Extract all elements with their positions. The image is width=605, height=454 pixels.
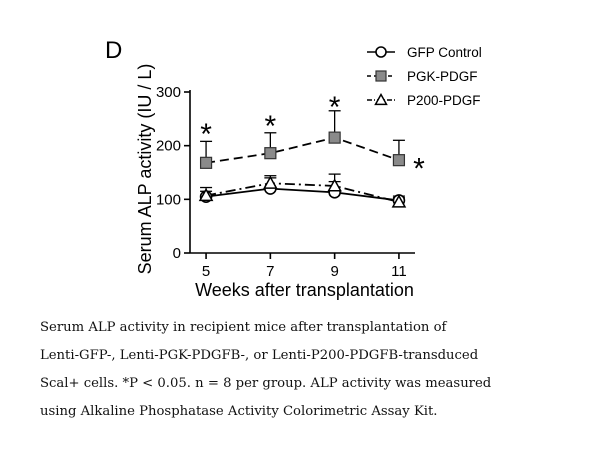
y-tick-label: 100 (156, 191, 181, 208)
figure-caption: Serum ALP activity in recipient mice aft… (40, 320, 492, 419)
significance-star: * (329, 91, 341, 124)
series-line (205, 187, 400, 202)
y-tick-label: 200 (156, 138, 181, 155)
x-tick-label: 11 (391, 263, 407, 280)
marker-triangle (327, 178, 342, 192)
marker-square (392, 154, 406, 167)
significance-star: * (200, 118, 212, 151)
marker-triangle (374, 92, 388, 106)
x-axis-title: Weeks after transplantation (195, 280, 414, 300)
legend-item: P200-PDGF (367, 92, 481, 108)
y-tick-label: 300 (156, 84, 181, 101)
legend-label: PGK-PDGF (407, 69, 478, 84)
marker-circle (375, 46, 387, 58)
marker-triangle (198, 187, 214, 202)
series-line (205, 136, 400, 164)
marker-triangle (391, 194, 407, 208)
marker-triangle (263, 175, 278, 189)
series-line (205, 182, 400, 203)
y-axis-title: Serum ALP activity (IU / L) (135, 64, 155, 275)
panel-label: D (105, 37, 122, 64)
x-tick-label: 7 (266, 263, 274, 280)
significance-star: * (413, 153, 425, 186)
marker-square (328, 131, 341, 144)
y-tick-label: 0 (173, 245, 181, 262)
x-tick-label: 9 (330, 263, 338, 280)
legend: GFP Control PGK-PDGF P200-PDGF (367, 45, 482, 108)
legend-label: P200-PDGF (407, 93, 481, 108)
series-markers (198, 131, 407, 208)
significance-star: * (265, 110, 277, 143)
marker-square (264, 147, 277, 160)
x-tick-label: 5 (202, 263, 210, 280)
legend-item: GFP Control (367, 45, 482, 60)
marker-square (375, 70, 387, 82)
legend-label: GFP Control (407, 45, 482, 60)
significance-annotations: * * * * (200, 91, 425, 186)
legend-item: PGK-PDGF (367, 69, 478, 84)
marker-square (199, 156, 213, 169)
series-lines (200, 110, 405, 203)
